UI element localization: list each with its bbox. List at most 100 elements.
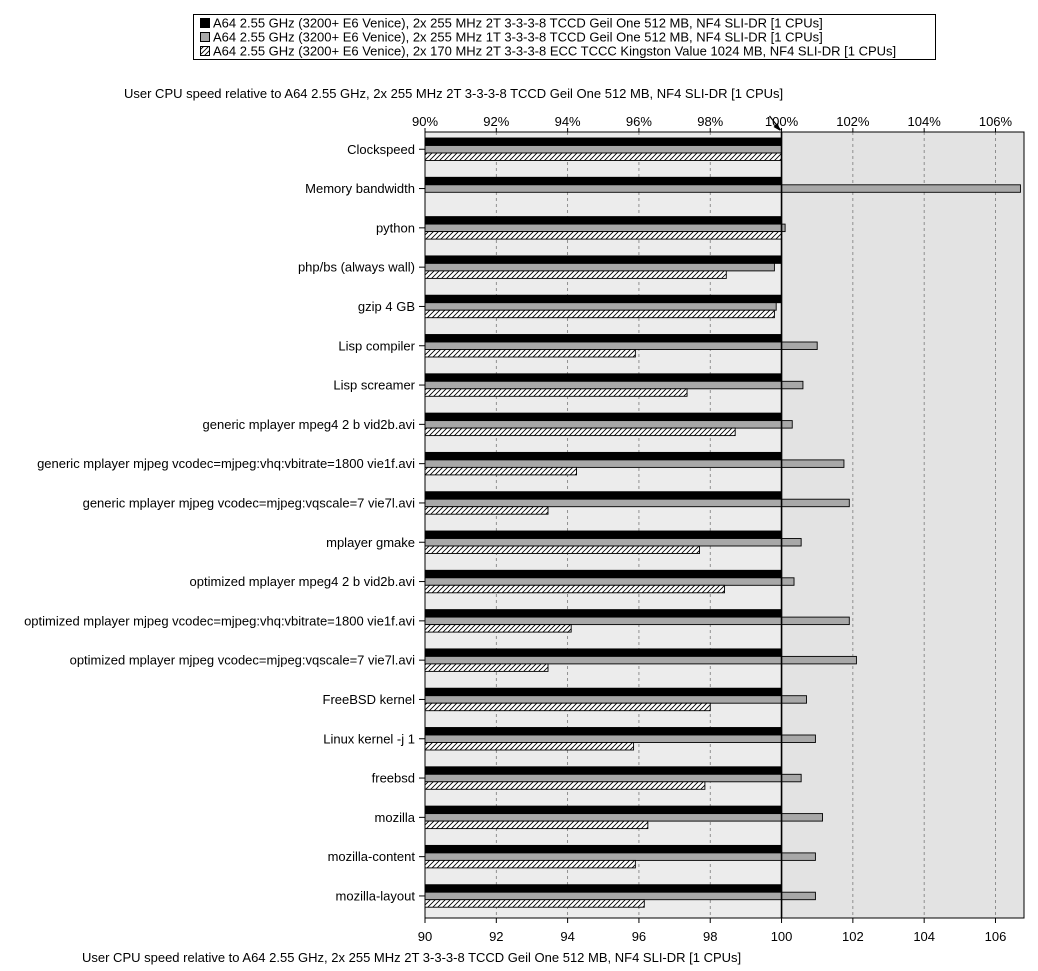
legend-swatch-2: [200, 32, 210, 42]
top-tick-label: 100%: [765, 114, 799, 129]
top-axis-title: User CPU speed relative to A64 2.55 GHz,…: [124, 86, 783, 101]
bottom-tick-label: 92: [489, 929, 503, 944]
top-tick-label: 90%: [412, 114, 438, 129]
bar-2: [424, 420, 793, 429]
category-label: Clockspeed: [347, 142, 415, 157]
top-tick-label: 98%: [697, 114, 723, 129]
category-label: php/bs (always wall): [298, 260, 415, 275]
legend-swatch-1: [200, 18, 210, 28]
bar-2: [424, 145, 782, 154]
category-label: optimized mplayer mpeg4 2 b vid2b.avi: [190, 574, 416, 589]
bar-2: [424, 813, 824, 822]
legend-label-1: A64 2.55 GHz (3200+ E6 Venice), 2x 255 M…: [213, 16, 823, 31]
bar-2: [424, 773, 802, 783]
category-label: freebsd: [372, 771, 415, 786]
bar-1: [424, 451, 782, 461]
x-axis-title: User CPU speed relative to A64 2.55 GHz,…: [82, 950, 741, 965]
bottom-tick-label: 94: [560, 929, 574, 944]
bottom-tick-label: 98: [703, 929, 717, 944]
bar-1: [424, 727, 782, 736]
bar-3: [424, 781, 706, 790]
plot-area-right: [781, 132, 1024, 918]
top-tick-label: 94%: [555, 114, 581, 129]
top-tick-label: 102%: [836, 114, 870, 129]
bar-3: [424, 624, 572, 633]
bar-2: [424, 655, 857, 665]
bar-2: [424, 734, 816, 743]
category-label: mplayer gmake: [326, 535, 415, 550]
bar-2: [424, 262, 775, 272]
bottom-tick-label: 106: [985, 929, 1007, 944]
top-tick-label: 104%: [908, 114, 942, 129]
bar-3: [424, 742, 635, 751]
bar-2: [424, 302, 777, 311]
bar-3: [424, 820, 649, 830]
bar-2: [424, 852, 816, 861]
bar-3: [424, 309, 775, 319]
bar-1: [424, 687, 782, 697]
category-label: mozilla-layout: [336, 888, 416, 903]
bar-2: [424, 223, 786, 233]
bar-3: [424, 466, 577, 476]
bar-1: [424, 412, 782, 422]
category-label: Memory bandwidth: [305, 181, 415, 196]
plot-frame: [424, 131, 1025, 919]
category-label: mozilla-content: [328, 849, 416, 864]
bar-1: [424, 884, 782, 893]
bar-2: [424, 891, 816, 901]
bar-3: [424, 545, 700, 554]
category-label: generic mplayer mjpeg vcodec=mjpeg:vqsca…: [83, 495, 416, 510]
bottom-tick-label: 102: [842, 929, 864, 944]
bar-1: [424, 530, 782, 539]
bar-3: [424, 388, 688, 397]
bottom-tick-label: 96: [632, 929, 646, 944]
bar-3: [424, 584, 725, 594]
bottom-tick-label: 90: [418, 929, 432, 944]
bar-1: [424, 844, 782, 854]
category-label: optimized mplayer mjpeg vcodec=mjpeg:vqs…: [70, 653, 416, 668]
bar-2: [424, 184, 1021, 193]
category-label: mozilla: [375, 810, 416, 825]
bar-3: [424, 899, 645, 908]
bar-3: [424, 152, 782, 161]
bar-2: [424, 498, 850, 508]
bar-3: [424, 702, 711, 712]
category-label: Lisp compiler: [338, 338, 415, 353]
bar-1: [424, 137, 782, 146]
category-label: python: [376, 220, 415, 235]
bar-2: [424, 538, 802, 547]
top-tick-label: 92%: [483, 114, 509, 129]
category-label: generic mplayer mjpeg vcodec=mjpeg:vhq:v…: [37, 456, 415, 471]
top-tick-label: 96%: [626, 114, 652, 129]
bar-1: [424, 176, 782, 186]
bar-3: [424, 231, 782, 240]
category-label: FreeBSD kernel: [323, 692, 416, 707]
bottom-tick-label: 104: [913, 929, 935, 944]
bar-1: [424, 373, 782, 382]
bar-3: [424, 506, 549, 515]
bar-1: [424, 216, 782, 225]
category-label: optimized mplayer mjpeg vcodec=mjpeg:vhq…: [24, 613, 415, 628]
bar-1: [424, 805, 782, 815]
bar-1: [424, 255, 782, 264]
top-tick-label: 106%: [979, 114, 1013, 129]
bar-1: [424, 334, 782, 343]
bar-1: [424, 569, 782, 579]
category-label: gzip 4 GB: [358, 299, 415, 314]
bar-1: [424, 609, 782, 618]
category-label: generic mplayer mpeg4 2 b vid2b.avi: [203, 417, 416, 432]
category-label: Lisp screamer: [333, 378, 415, 393]
reference-arrow-head: [773, 123, 781, 131]
legend-swatch-3: [200, 46, 210, 56]
legend-label-3: A64 2.55 GHz (3200+ E6 Venice), 2x 170 M…: [213, 44, 896, 59]
plot-area-left: [425, 132, 782, 918]
bar-1: [424, 766, 782, 775]
bar-2: [424, 380, 804, 390]
bar-2: [424, 695, 807, 704]
bar-2: [424, 577, 795, 586]
bar-3: [424, 859, 636, 869]
bar-2: [424, 341, 818, 350]
bar-3: [424, 349, 636, 358]
